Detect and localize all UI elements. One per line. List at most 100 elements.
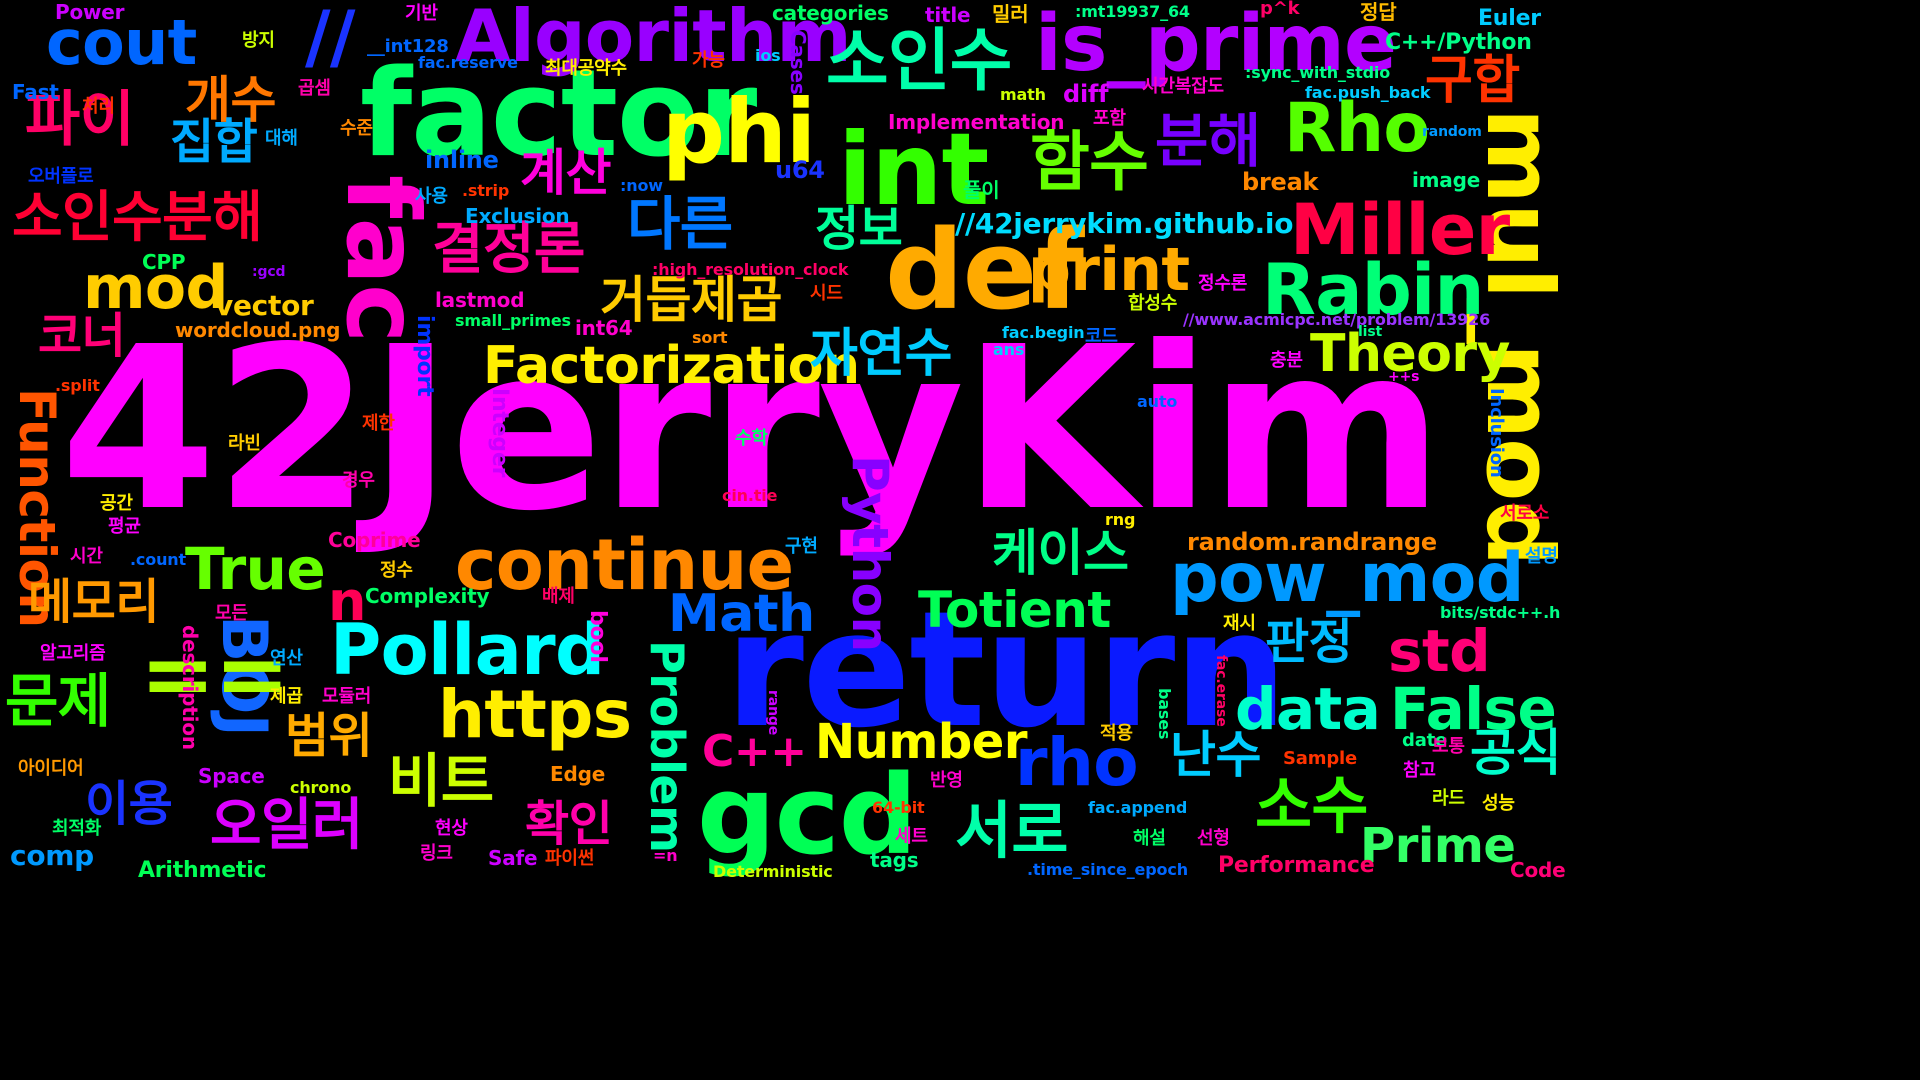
word-oileo: 오일러 [210, 798, 363, 854]
word-koneo: 코너 [38, 312, 125, 360]
word-arithmetic: Arithmetic [138, 860, 266, 882]
word-complexity: Complexity [365, 586, 489, 606]
word-jeongsuron: 정수론 [1198, 275, 1247, 293]
word-hires-clock: :high_resolution_clock [652, 262, 848, 278]
word-jeongsu: 정수 [380, 562, 413, 580]
word-space: Space [198, 766, 265, 786]
word-auto: auto [1137, 394, 1177, 410]
word-modeun: 모든 [215, 605, 248, 623]
word-radeu: 라드 [1432, 790, 1465, 808]
word-eq-n: =n [653, 848, 677, 864]
word-euler: Euler [1478, 8, 1541, 30]
word-range: range [766, 690, 780, 735]
word-description: description [180, 625, 200, 750]
word-fast: Fast [12, 82, 59, 102]
word-mt19937: :mt19937_64 [1075, 4, 1190, 20]
word-gonggan: 공간 [100, 495, 133, 513]
word-totient: Totient [918, 585, 1111, 635]
word-suhak: 수학 [735, 430, 768, 448]
word-rho-cap: Rho [1284, 95, 1429, 163]
word-gongsik: 공식 [1470, 728, 1561, 778]
word-integer: Integer [488, 388, 510, 477]
word-split: .split [55, 378, 100, 394]
word-seorosu: 서로소 [1500, 505, 1549, 523]
word-poham: 포함 [1093, 110, 1126, 128]
word-seoro: 서로 [955, 800, 1068, 862]
word-hyeonsang: 현상 [435, 820, 468, 838]
word-aidieo: 아이디어 [18, 760, 84, 778]
word-bases: bases [1156, 688, 1172, 739]
word-beomwi: 범위 [285, 712, 372, 760]
word-categories: categories [772, 3, 889, 23]
word-soinsubunhae: 소인수분해 [12, 190, 262, 245]
word-cases: Cases [788, 30, 808, 95]
word-edge: Edge [550, 764, 605, 784]
word-hamsu: 함수 [1030, 130, 1148, 195]
word-python: Python [845, 455, 895, 652]
word-eqeq: == [140, 630, 289, 720]
word-bunhae: 분해 [1155, 112, 1261, 170]
word-daehae: 대해 [265, 130, 298, 148]
word-sigan-bokjapdo: 시간복잡도 [1142, 78, 1224, 96]
word-rng: rng [1105, 512, 1135, 528]
word-haeseol: 해설 [1133, 830, 1166, 848]
word-p-pow-k: p^k [1260, 0, 1299, 18]
word-kodeu: 코드 [1085, 328, 1118, 346]
word-miller-kr: 밀러 [992, 4, 1028, 24]
word-performance: Performance [1218, 855, 1374, 877]
word-sayong: 사용 [415, 188, 448, 206]
word-botong: 보통 [1432, 738, 1465, 756]
word-https: https [438, 682, 631, 748]
word-inline: inline [425, 148, 499, 172]
word-fac-reserve: fac.reserve [418, 55, 518, 71]
word-comp: comp [10, 842, 94, 870]
word-pyeonggyun: 평균 [108, 518, 141, 536]
word-list: list [1358, 325, 1382, 339]
word-safe: Safe [488, 848, 537, 868]
word-ganeung: 가능 [692, 52, 725, 70]
word-choedaegongyaksu: 최대공약수 [545, 60, 627, 78]
word-munje: 문제 [5, 672, 111, 730]
word-deterministic: Deterministic [713, 864, 833, 880]
word-jehan: 제한 [362, 415, 395, 433]
word-bits-stdcpp: bits/stdc++.h [1440, 605, 1560, 621]
word-biteu: 비트 [388, 752, 494, 810]
word-lastmod: lastmod [435, 290, 524, 310]
word-strip: .strip [462, 183, 509, 199]
word-link: 링크 [420, 845, 453, 863]
word-soinsu: 소인수 [826, 28, 1012, 96]
word-seonhyeong: 선형 [1197, 830, 1230, 848]
word-paisseon: 파이썬 [545, 850, 594, 868]
word-std: std [1388, 622, 1490, 680]
word-pollard: Pollard [330, 615, 604, 685]
word-giban: 기반 [405, 5, 438, 23]
word-tags: tags [870, 850, 918, 870]
word-slashes: // [305, 2, 355, 72]
word-factorization: Factorization [483, 340, 859, 392]
word-64bit: 64-bit [872, 800, 925, 816]
word-hwagin: 확인 [525, 800, 612, 848]
word-chrono: chrono [290, 780, 351, 796]
word-seteu: 세트 [895, 828, 928, 846]
word-cheori: 처리 [82, 98, 115, 116]
word-gyesan: 계산 [520, 148, 611, 198]
word-title: title [925, 5, 970, 25]
word-jeongdap: 정답 [1360, 2, 1396, 22]
word-pp-s: ++s [1388, 370, 1419, 384]
word-bangji: 방지 [242, 32, 275, 50]
word-seongneung: 성능 [1482, 795, 1515, 813]
word-seolmyeong: 설명 [1525, 548, 1558, 566]
word-import: import [413, 315, 435, 396]
word-memori: 메모리 [28, 578, 159, 626]
word-math: Math [668, 588, 815, 640]
word-power: Power [55, 2, 124, 22]
word-jeongbo: 정보 [815, 205, 902, 253]
word-wordcloud-png: wordcloud.png [175, 320, 340, 340]
word-cpp: C++ [702, 730, 807, 774]
word-sideu: 시드 [810, 285, 843, 303]
word-sigan: 시간 [70, 548, 103, 566]
word-sync-stdio: :sync_with_stdio [1245, 65, 1390, 81]
word-math-lower: math [1000, 87, 1046, 103]
word-number: Number [815, 718, 1027, 766]
